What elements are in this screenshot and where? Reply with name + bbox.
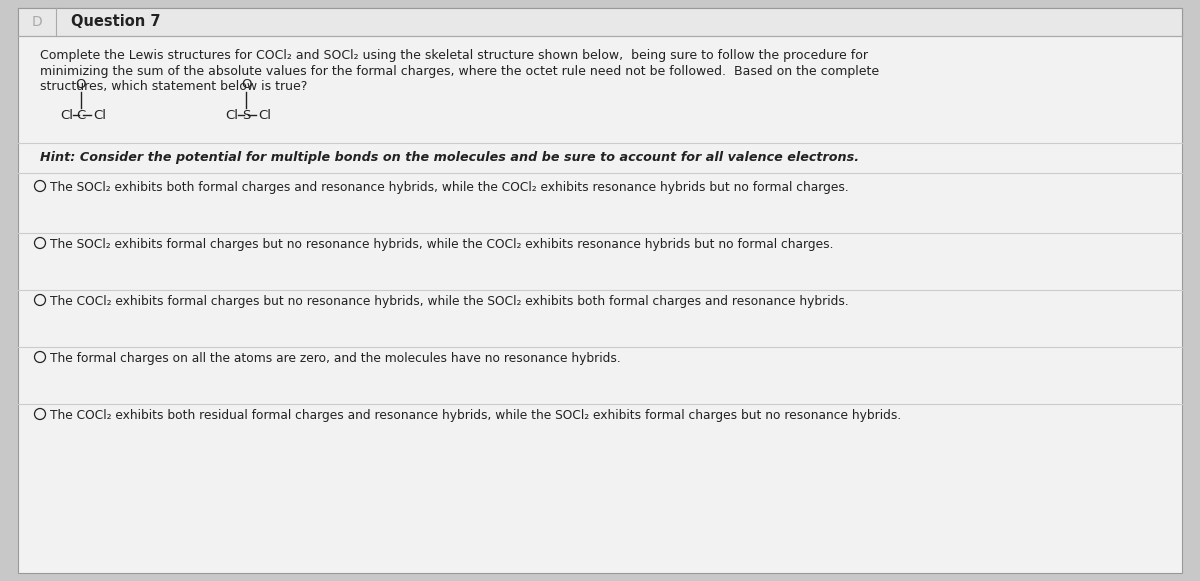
Text: Question 7: Question 7 (71, 15, 161, 30)
Text: Cl: Cl (258, 109, 271, 122)
Text: Hint: Consider the potential for multiple bonds on the molecules and be sure to : Hint: Consider the potential for multipl… (40, 151, 859, 164)
Text: Complete the Lewis structures for COCl₂ and SOCl₂ using the skeletal structure s: Complete the Lewis structures for COCl₂ … (40, 49, 868, 62)
Text: Cl: Cl (94, 109, 106, 122)
FancyBboxPatch shape (18, 8, 1182, 573)
Text: The SOCl₂ exhibits both formal charges and resonance hybrids, while the COCl₂ ex: The SOCl₂ exhibits both formal charges a… (50, 181, 848, 194)
Text: O: O (241, 78, 251, 91)
Text: The COCl₂ exhibits both residual formal charges and resonance hybrids, while the: The COCl₂ exhibits both residual formal … (50, 409, 901, 422)
Text: structures, which statement below is true?: structures, which statement below is tru… (40, 80, 307, 93)
Text: C: C (77, 109, 85, 122)
Text: The SOCl₂ exhibits formal charges but no resonance hybrids, while the COCl₂ exhi: The SOCl₂ exhibits formal charges but no… (50, 238, 834, 251)
Text: O: O (76, 78, 86, 91)
Text: D: D (31, 15, 42, 29)
Text: The formal charges on all the atoms are zero, and the molecules have no resonanc: The formal charges on all the atoms are … (50, 352, 620, 365)
Text: Cl: Cl (60, 109, 73, 122)
Text: The COCl₂ exhibits formal charges but no resonance hybrids, while the SOCl₂ exhi: The COCl₂ exhibits formal charges but no… (50, 295, 848, 308)
Text: minimizing the sum of the absolute values for the formal charges, where the octe: minimizing the sum of the absolute value… (40, 64, 880, 77)
Text: Cl: Cl (226, 109, 238, 122)
Text: S: S (242, 109, 250, 122)
FancyBboxPatch shape (18, 8, 1182, 36)
